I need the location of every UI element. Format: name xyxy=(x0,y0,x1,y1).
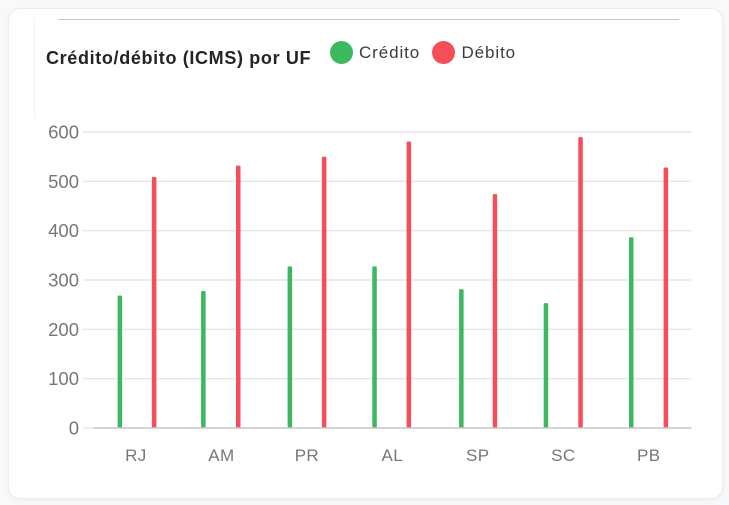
svg-text:100: 100 xyxy=(48,368,79,389)
svg-text:PR: PR xyxy=(295,446,319,465)
svg-text:AL: AL xyxy=(382,446,404,465)
svg-text:SP: SP xyxy=(466,446,489,465)
svg-text:300: 300 xyxy=(48,270,79,291)
svg-text:RJ: RJ xyxy=(125,446,147,465)
svg-text:SC: SC xyxy=(551,446,575,465)
svg-text:200: 200 xyxy=(48,319,79,340)
svg-text:PB: PB xyxy=(637,446,660,465)
svg-text:400: 400 xyxy=(48,220,79,241)
svg-text:500: 500 xyxy=(48,171,79,192)
svg-text:0: 0 xyxy=(69,418,79,439)
svg-text:AM: AM xyxy=(208,446,234,465)
svg-text:600: 600 xyxy=(48,122,79,143)
